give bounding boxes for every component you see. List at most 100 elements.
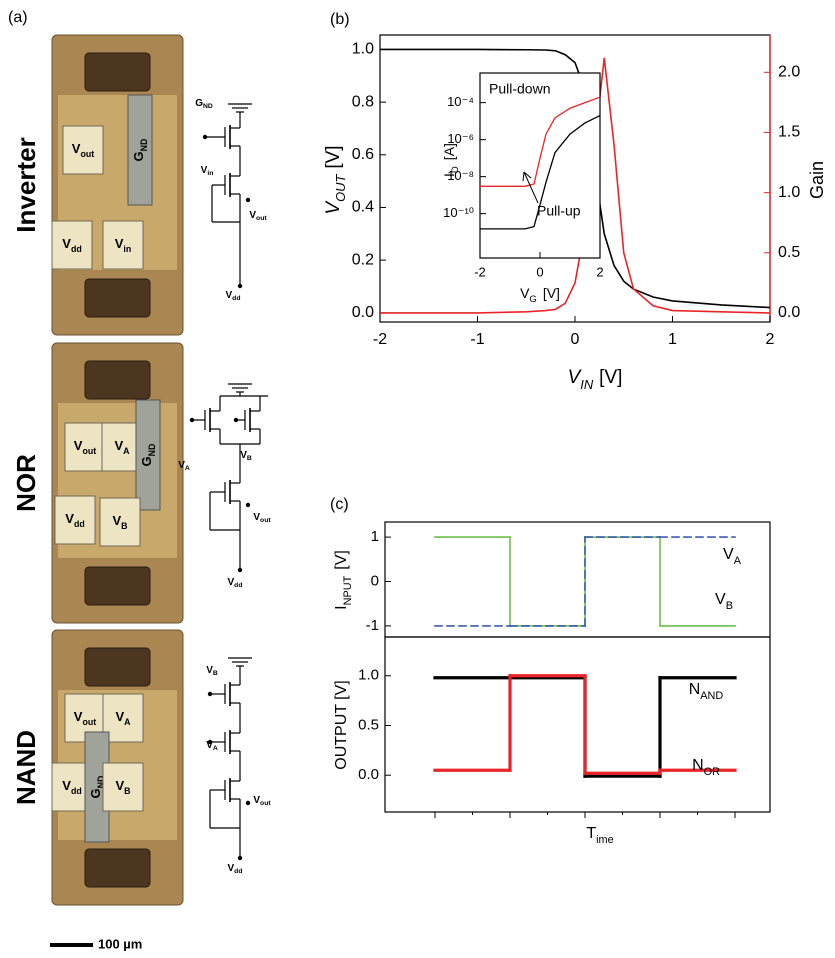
schematic-label: Vdd [228,863,243,876]
subscript: ND [203,103,213,110]
subscript: A [185,465,190,472]
subscript: AND [700,690,723,702]
pad-label: VA [114,438,130,456]
series-label: NOR [692,757,720,778]
schematic-label: Vdd [228,577,243,590]
text-part: V [201,165,208,176]
series-label: Pull-up [537,203,581,219]
text-part: V [115,236,124,251]
subscript: A [734,555,742,567]
schematic-label: VA [206,740,218,753]
plot-frame [384,636,771,813]
terminal [245,800,251,806]
y-tick-label: 0.2 [352,251,374,268]
device-name: NAND [11,730,41,805]
subscript: A [123,446,130,456]
pad-label: Vout [74,709,96,727]
x-tick-label: 2 [596,264,603,279]
x-tick-label: 0 [571,331,580,348]
text-part: V [62,778,71,793]
subscript: out [80,149,94,159]
text-part: G [195,98,203,109]
schematic-label: Vout [253,512,271,525]
text-part: V [228,863,235,874]
x-tick-label: -2 [373,331,387,348]
subscript: G [529,294,536,305]
terminal [245,502,251,508]
pad [102,693,144,743]
schematic-label: Vin [201,165,214,178]
x-tick-label: 0 [536,264,543,279]
y-tick-label: 0.8 [352,93,374,110]
device-name: Inverter [11,137,41,232]
y-axis-label: VOUT [V] [323,145,348,214]
subscript: dd [234,868,242,875]
text-part: V [206,740,213,751]
data-line [480,96,601,187]
subscript: OUT [333,174,348,202]
terminal [237,283,243,289]
inset-background [480,73,600,258]
y-tick-label: -1 [366,617,379,634]
subscript: dd [234,582,242,589]
scale-bar-label: 100 µm [98,936,142,951]
subscript: dd [74,519,85,529]
y-tick-label: 1 [371,528,379,545]
x-tick-label: -2 [474,264,486,279]
text-part: V [253,512,260,523]
text-part: V [520,285,530,301]
text-part: N [692,757,704,774]
subscript: dd [71,244,82,254]
text-part: V [74,438,83,453]
text-part: V [228,577,235,588]
series-label: VB [715,591,733,612]
contact-hole [84,52,151,92]
text-part: V [112,513,121,528]
pad [102,762,144,812]
y2-tick-label: 0.0 [778,304,800,321]
text-part: V [65,511,74,526]
schematic-label: VB [240,450,252,463]
text-part: V [115,709,124,724]
text-part: V [206,665,213,676]
terminal [233,417,239,423]
text-part: [V] [333,550,350,570]
y-tick-label: 0.4 [352,199,374,216]
y-tick-label: 0.6 [352,146,374,163]
y-tick-label: 0.0 [358,766,379,783]
contact-hole [84,278,151,318]
schematic-label: Vout [253,795,271,808]
subscript: B [247,455,252,462]
text-part: [V] [323,145,344,168]
subscript: out [256,215,267,222]
pad [54,495,96,545]
text-part: I [441,173,457,177]
text-part: V [568,367,583,388]
terminal [207,691,213,697]
subscript: NPUT [342,575,354,605]
pad-label: Vdd [62,236,81,254]
annotation-arrow [522,171,539,204]
pad-label: VA [115,709,131,727]
text-part: V [115,778,124,793]
pad-label: Vout [74,438,96,456]
x-axis-label: VIN [V] [568,367,623,392]
y2-tick-label: 2.0 [778,64,800,81]
text-part: G [88,788,103,798]
subscript: A [124,717,131,727]
terminal [207,739,213,745]
subscript: A [213,745,218,752]
y-tick-label: 0.0 [352,304,374,321]
text-part: G [131,151,146,161]
text-part: V [178,460,185,471]
subscript: out [82,446,96,456]
text-part: N [689,681,701,698]
text-part: V [62,236,71,251]
pad-label: VB [112,513,127,531]
text-part: V [72,141,81,156]
plot-frame [384,521,771,638]
y-tick-label: 10⁻⁴ [447,94,474,109]
terminal [237,567,243,573]
y-tick-label: 10⁻¹⁰ [443,205,474,220]
